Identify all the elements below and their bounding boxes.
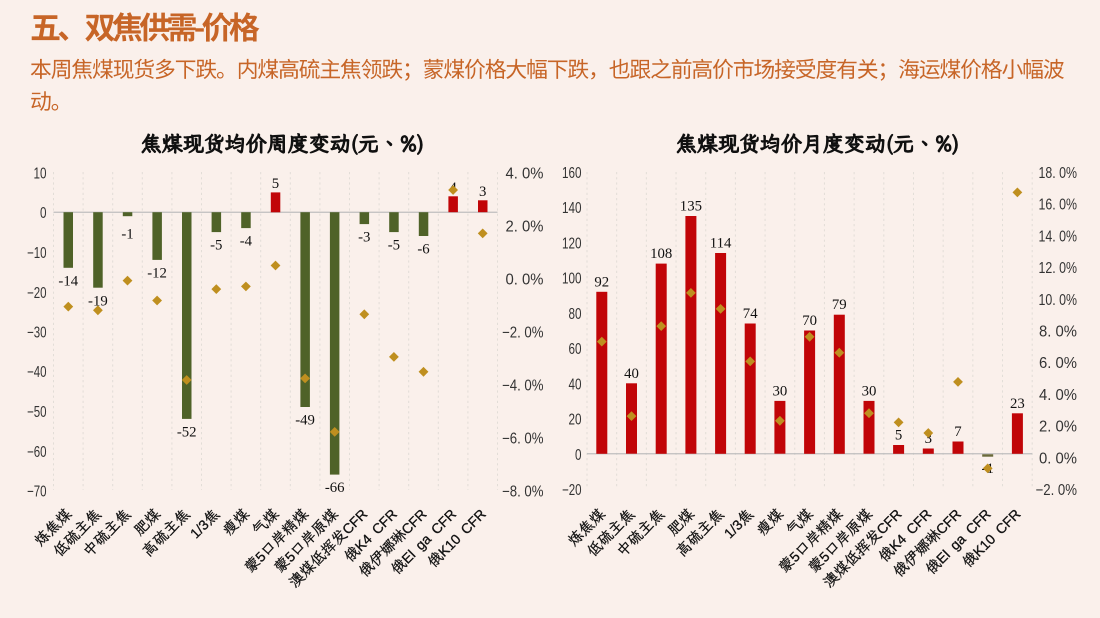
svg-text:0. 0%: 0. 0%	[1039, 450, 1077, 467]
svg-text:60: 60	[569, 341, 582, 358]
svg-text:-4: -4	[240, 234, 253, 250]
svg-text:−2. 0%: −2. 0%	[502, 325, 544, 342]
svg-text:4. 0%: 4. 0%	[1039, 387, 1077, 404]
svg-text:20: 20	[569, 412, 582, 429]
svg-text:80: 80	[569, 306, 582, 323]
svg-text:14. 0%: 14. 0%	[1039, 228, 1078, 245]
svg-text:114: 114	[710, 236, 732, 252]
svg-text:-1: -1	[121, 227, 133, 243]
svg-text:79: 79	[832, 297, 847, 313]
svg-text:74: 74	[743, 306, 758, 322]
svg-text:140: 140	[562, 200, 582, 217]
svg-text:40: 40	[569, 376, 582, 393]
svg-text:16. 0%: 16. 0%	[1039, 197, 1078, 214]
svg-text:6. 0%: 6. 0%	[1039, 355, 1077, 372]
svg-text:3: 3	[925, 431, 932, 447]
svg-text:70: 70	[802, 313, 817, 329]
svg-text:5: 5	[272, 176, 279, 192]
svg-text:8. 0%: 8. 0%	[1039, 324, 1077, 341]
svg-text:-6: -6	[417, 242, 429, 258]
svg-text:10: 10	[34, 166, 47, 183]
svg-text:7: 7	[954, 424, 961, 440]
svg-text:-12: -12	[147, 265, 167, 281]
svg-text:−4. 0%: −4. 0%	[502, 378, 544, 395]
svg-text:−2. 0%: −2. 0%	[1036, 482, 1078, 499]
svg-text:−20: −20	[562, 482, 582, 499]
svg-text:-49: -49	[295, 413, 315, 429]
svg-text:−8. 0%: −8. 0%	[502, 484, 544, 501]
svg-text:4. 0%: 4. 0%	[506, 166, 544, 183]
svg-text:-19: -19	[88, 293, 108, 309]
svg-text:−10: −10	[27, 245, 47, 262]
svg-text:135: 135	[680, 199, 702, 215]
svg-text:10. 0%: 10. 0%	[1039, 292, 1078, 309]
svg-text:−6. 0%: −6. 0%	[502, 431, 544, 448]
svg-text:−40: −40	[27, 364, 47, 381]
svg-text:108: 108	[650, 246, 672, 262]
svg-text:18. 0%: 18. 0%	[1039, 165, 1078, 182]
svg-text:5: 5	[895, 428, 902, 444]
svg-text:−70: −70	[27, 484, 47, 501]
svg-text:-5: -5	[210, 238, 222, 254]
svg-text:12. 0%: 12. 0%	[1039, 260, 1078, 277]
svg-text:-52: -52	[177, 425, 197, 441]
svg-text:23: 23	[1010, 396, 1025, 412]
svg-text:−50: −50	[27, 404, 47, 421]
svg-text:−60: −60	[27, 444, 47, 461]
svg-text:3: 3	[479, 184, 486, 200]
svg-text:2. 0%: 2. 0%	[506, 219, 544, 236]
svg-text:-3: -3	[358, 230, 370, 246]
svg-text:120: 120	[562, 235, 582, 252]
svg-text:100: 100	[562, 271, 582, 288]
svg-text:2. 0%: 2. 0%	[1039, 419, 1077, 436]
svg-text:92: 92	[594, 274, 609, 290]
svg-text:-5: -5	[388, 238, 400, 254]
svg-text:30: 30	[773, 383, 788, 399]
svg-text:−30: −30	[27, 325, 47, 342]
svg-text:160: 160	[562, 165, 582, 182]
svg-text:0: 0	[575, 447, 582, 464]
svg-text:−20: −20	[27, 285, 47, 302]
svg-text:40: 40	[624, 366, 639, 382]
svg-text:0: 0	[40, 205, 47, 222]
svg-text:0. 0%: 0. 0%	[506, 272, 544, 289]
svg-text:30: 30	[862, 383, 877, 399]
svg-text:-66: -66	[325, 480, 345, 496]
svg-text:-14: -14	[58, 273, 78, 289]
